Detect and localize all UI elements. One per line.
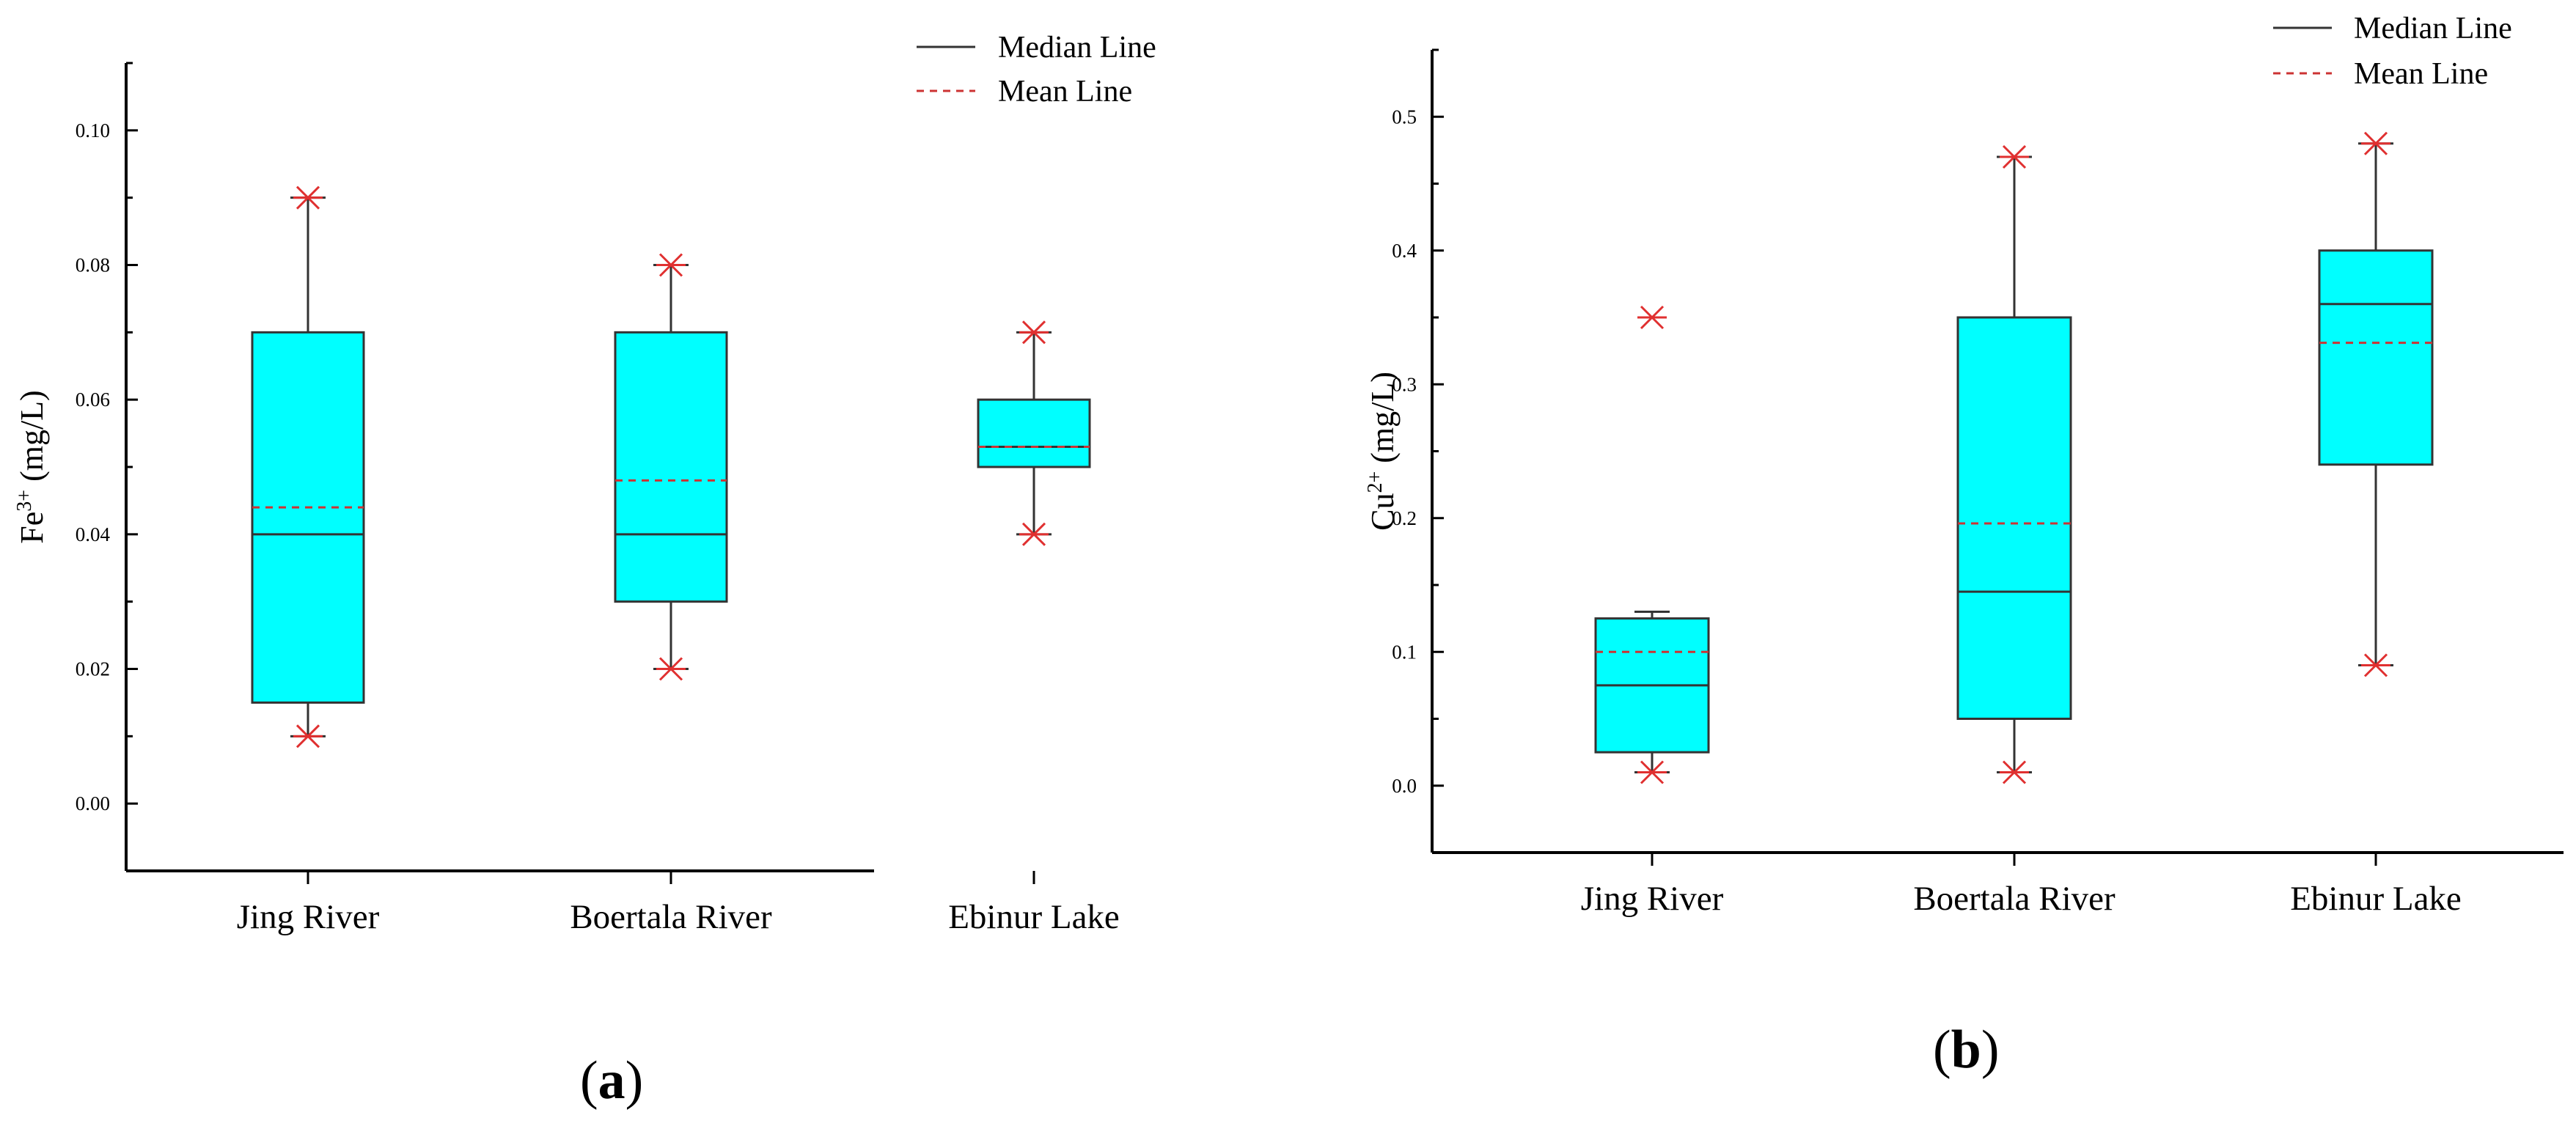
y-tick-label: 0.0	[1392, 775, 1417, 797]
panel-label-b: (b)	[1933, 1019, 1999, 1081]
y-axis-label-unit: (mg/L)	[1365, 372, 1401, 471]
y-axis-label-base: Fe	[14, 512, 50, 544]
y-tick-label: 0.1	[1392, 641, 1417, 663]
marker-min	[656, 657, 686, 681]
panel-label-b-close: )	[1981, 1020, 2000, 1080]
y-axis-label-base: Cu	[1365, 493, 1401, 531]
marker-max-bar-d2	[1640, 305, 1665, 330]
chart-panel-b: 0.0 0.1 0.2 0.3 0.4 0.5 Cu2+ (mg/L) Jing River B…	[1364, 12, 2564, 918]
marker-min-bar-d2	[1640, 760, 1665, 784]
legend-median-label: Median Line	[998, 31, 1156, 65]
x-category-label: Ebinur Lake	[948, 898, 1120, 936]
marker-max-bar-d2	[1021, 320, 1046, 345]
marker-min	[1019, 522, 1049, 546]
x-category-label: Boertala River	[570, 898, 772, 936]
box-ebinur-lake: Ebinur Lake	[948, 320, 1120, 936]
x-category-label: Jing River	[237, 898, 380, 936]
y-tick-label: 0.4	[1392, 240, 1417, 262]
x-category-label: Ebinur Lake	[2290, 880, 2462, 918]
y-tick-label: 0.2	[1392, 507, 1417, 529]
marker-max	[2000, 144, 2029, 169]
marker-max-bar-d2	[658, 253, 683, 277]
panel-label-b-letter: b	[1951, 1020, 1981, 1080]
y-tick-label: 0.04	[76, 523, 111, 545]
marker-max-bar-d2	[296, 185, 320, 210]
y-tick-label: 0.06	[76, 389, 110, 411]
marker-max-bar-d2	[2002, 144, 2027, 169]
y-axis-label-superscript: 3+	[13, 490, 36, 512]
marker-max	[1019, 320, 1049, 345]
panel-label-b-open: (	[1933, 1020, 1951, 1080]
box-boertala-river: Boertala River	[570, 253, 772, 936]
panel-label-a-letter: a	[598, 1050, 625, 1111]
marker-min	[293, 724, 323, 748]
y-tick-label: 0.3	[1392, 373, 1417, 395]
legend-median-label: Median Line	[2354, 12, 2512, 45]
y-axis-label: Fe3+ (mg/L)	[13, 390, 50, 543]
box-jing-river: Jing River	[1581, 305, 1724, 918]
box-iqr	[977, 398, 1091, 468]
y-tick-label: 0.02	[76, 658, 110, 680]
box-iqr	[251, 331, 365, 704]
y-axis-label: Cu2+ (mg/L)	[1364, 372, 1401, 531]
legend: Median Line Mean Line	[2273, 12, 2512, 91]
x-category-label: Jing River	[1581, 880, 1724, 918]
legend: Median Line Mean Line	[917, 31, 1156, 108]
marker-min	[2361, 653, 2390, 677]
x-category-label: Boertala River	[1913, 880, 2116, 918]
marker-max-bar-d2	[2363, 131, 2388, 155]
chart-panel-a: 0.00 0.02 0.04 0.06 0.08 0.10 Fe3+ (mg/L) Jing …	[13, 31, 1156, 936]
panel-label-a-open: (	[580, 1050, 598, 1111]
box-boertala-river: Boertala River	[1913, 144, 2116, 918]
marker-min-bar-d2	[296, 724, 320, 748]
y-tick-label: 0.08	[76, 254, 110, 276]
box-iqr	[2318, 249, 2434, 466]
legend-mean-label: Mean Line	[2354, 57, 2488, 91]
y-axis-label-unit: (mg/L)	[14, 390, 50, 490]
marker-min-bar-d2	[658, 657, 683, 681]
marker-min	[1637, 760, 1667, 784]
box-iqr	[614, 331, 728, 603]
y-tick-label: 0.00	[76, 792, 110, 814]
y-tick-label: 0.10	[76, 119, 110, 141]
marker-max	[1637, 305, 1667, 330]
box-ebinur-lake: Ebinur Lake	[2290, 131, 2462, 918]
marker-min	[2000, 760, 2029, 784]
marker-max	[2361, 131, 2390, 155]
panel-label-a-close: )	[625, 1050, 644, 1111]
marker-min-bar-d2	[2002, 760, 2027, 784]
box-iqr	[1956, 316, 2072, 720]
y-tick-label: 0.5	[1392, 106, 1417, 128]
box-jing-river: Jing River	[237, 185, 380, 936]
marker-max	[293, 185, 323, 210]
marker-max	[656, 253, 686, 277]
panel-label-a: (a)	[580, 1050, 643, 1112]
legend-mean-label: Mean Line	[998, 75, 1132, 108]
y-axis-label-superscript: 2+	[1364, 471, 1387, 493]
marker-min-bar-d2	[1021, 522, 1046, 546]
marker-min-bar-d2	[2363, 653, 2388, 677]
